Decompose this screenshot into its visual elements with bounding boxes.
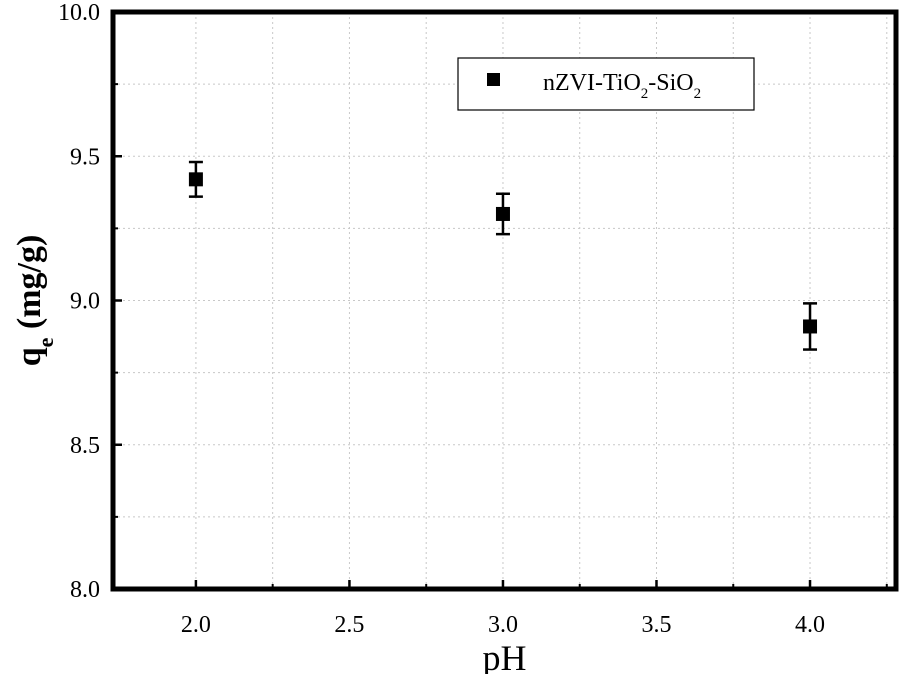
y-tick-label: 8.5 bbox=[70, 433, 100, 459]
y-axis-label-unit: (mg/g) bbox=[11, 235, 48, 338]
x-tick-label: 2.0 bbox=[181, 612, 211, 638]
x-tick-label: 2.5 bbox=[334, 612, 364, 638]
legend-marker-square bbox=[487, 73, 500, 86]
y-tick-label: 8.0 bbox=[70, 577, 100, 603]
x-tick-label: 3.0 bbox=[488, 612, 518, 638]
x-tick-label: 3.5 bbox=[641, 612, 671, 638]
y-axis-label-subscript: e bbox=[33, 337, 58, 347]
legend-label-part: nZVI-TiO bbox=[543, 70, 641, 96]
tick-labels: 2.0 2.5 3.0 3.5 4.0 8.0 8.5 9.0 9.5 10.0 bbox=[58, 0, 825, 638]
y-tick-label: 9.5 bbox=[70, 144, 100, 170]
y-axis-label-main: q bbox=[11, 347, 48, 366]
legend-box bbox=[457, 57, 755, 111]
legend-label: nZVI-TiO2-SiO2 bbox=[543, 70, 701, 102]
legend-label-part: -SiO bbox=[648, 70, 693, 96]
x-axis-label: pH bbox=[483, 638, 527, 674]
x-tick-label: 4.0 bbox=[795, 612, 825, 638]
y-axis-label: qe (mg/g) bbox=[11, 235, 58, 367]
data-point bbox=[188, 172, 203, 187]
data-point bbox=[495, 206, 510, 221]
legend: nZVI-TiO2-SiO2 bbox=[457, 57, 755, 111]
y-tick-label: 10.0 bbox=[58, 0, 100, 26]
legend-label-subscript: 2 bbox=[694, 86, 702, 102]
y-tick-label: 9.0 bbox=[70, 289, 100, 315]
data-points bbox=[188, 160, 818, 351]
legend-label-subscript: 2 bbox=[641, 86, 649, 102]
plot-frame bbox=[110, 9, 899, 592]
data-point bbox=[803, 319, 818, 334]
